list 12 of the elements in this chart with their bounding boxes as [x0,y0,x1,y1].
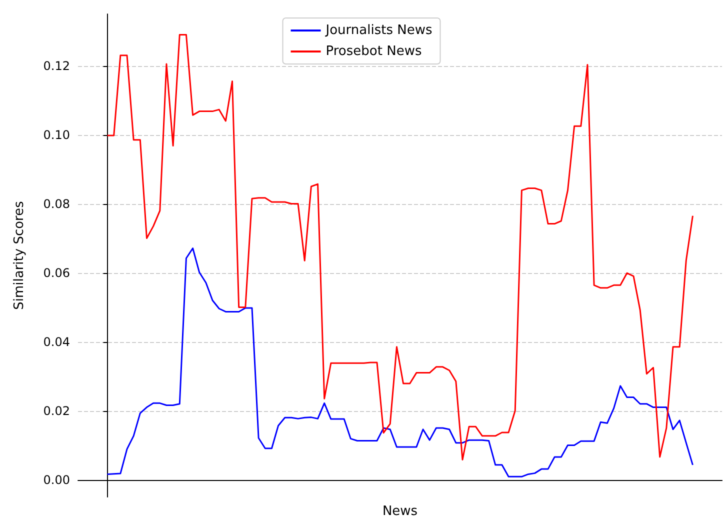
y-tick-label: 0.02 [43,404,70,418]
y-tick-label: 0.00 [43,472,70,487]
y-tick-label: 0.12 [43,58,70,73]
legend-label: Prosebot News [326,44,422,59]
y-tick-label: 0.06 [43,266,70,280]
y-axis-title: Similarity Scores [12,200,27,310]
x-axis-title: News [382,504,418,519]
y-tick-label: 0.04 [43,334,70,349]
y-tick-label: 0.08 [43,196,70,211]
line-series [106,248,694,478]
y-tick-label: 0.10 [43,128,70,142]
legend-label: Journalists News [324,23,432,38]
